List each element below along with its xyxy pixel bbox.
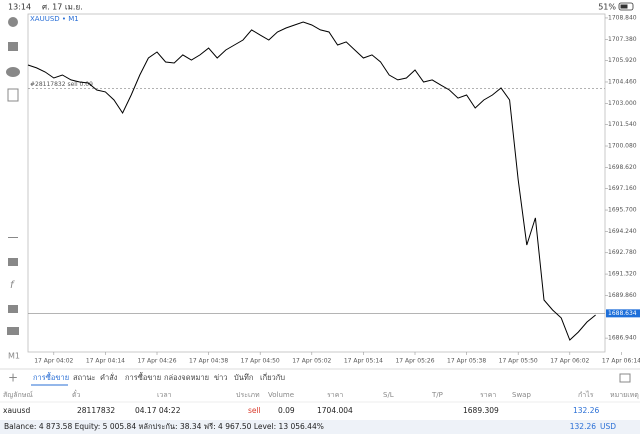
cell: 1704.004 [317, 406, 353, 415]
tool-objects[interactable] [8, 305, 18, 313]
status-date: ศ. 17 เม.ย. [42, 3, 83, 12]
left-toolbar: f M1 [6, 17, 20, 361]
column-header: ประเภท [236, 391, 260, 399]
tool-timeframe[interactable]: M1 [8, 352, 20, 361]
tool-chat[interactable] [6, 67, 20, 77]
y-tick-label: 1694.240 [608, 228, 637, 235]
cell: 0.09 [278, 406, 295, 415]
total-profit: 132.26 [570, 422, 596, 431]
tab[interactable]: บันทึก [234, 373, 253, 382]
footer-bg [0, 420, 640, 434]
chart-frame [27, 13, 606, 353]
price-box [606, 309, 640, 318]
y-tick-label: 1701.540 [608, 121, 637, 128]
cell: 1689.309 [463, 406, 499, 415]
column-header: Swap [512, 391, 531, 399]
x-tick-label: 17 Apr 04:38 [189, 358, 228, 365]
column-header: สัญลักษณ์ [3, 391, 33, 399]
chart-title: XAUUSD • M1 [30, 15, 79, 23]
x-tick-label: 17 Apr 06:02 [550, 358, 589, 365]
y-tick-label: 1695.700 [608, 207, 637, 214]
tab[interactable]: การซื้อขาย [33, 372, 69, 382]
y-tick-label: 1692.780 [608, 249, 637, 256]
tool-indicators[interactable]: f [10, 280, 15, 291]
y-tick-label: 1698.620 [608, 164, 637, 171]
order-label: #28117832 sell 0.09 [30, 81, 93, 88]
column-header: Volume [268, 391, 294, 399]
battery-icon [618, 2, 634, 11]
column-header: ราคา [327, 391, 343, 399]
price-label: 1688.634 [608, 310, 637, 317]
y-tick-label: 1697.160 [608, 185, 637, 192]
x-tick-label: 17 Apr 05:38 [447, 358, 486, 365]
y-tick-label: 1707.380 [608, 36, 637, 43]
column-header: ตั๋ว [72, 390, 81, 399]
y-tick-label: 1708.840 [608, 14, 637, 21]
column-header: ราคา [480, 391, 496, 399]
y-tick-label: 1704.460 [608, 78, 637, 85]
x-tick-label: 17 Apr 05:14 [344, 358, 383, 365]
chart: 1708.840 1707.380 1705.920 1704.460 1703.000… [27, 14, 640, 365]
x-tick-label: 17 Apr 04:26 [137, 358, 176, 365]
y-tick-label: 1686.940 [608, 335, 637, 342]
tab[interactable]: สถานะ [73, 373, 96, 382]
price-line-series [27, 21, 596, 341]
cell: sell [248, 406, 261, 415]
column-header: เวลา [157, 391, 172, 399]
currency: USD [600, 422, 616, 431]
cell: 132.26 [573, 406, 599, 415]
column-header: T/P [431, 391, 443, 399]
tab[interactable]: กล่องจดหมาย [164, 373, 209, 382]
column-header: S/L [383, 391, 394, 399]
y-tick-label: 1689.860 [608, 292, 637, 299]
cell: xauusd [3, 406, 30, 415]
cell: 28117832 [77, 406, 115, 415]
x-tick-label: 17 Apr 04:50 [241, 358, 280, 365]
tab[interactable]: ข่าว [214, 373, 228, 382]
y-tick-label: 1703.000 [608, 100, 637, 107]
y-tick-label: 1691.320 [608, 271, 637, 278]
tab[interactable]: คำสั่ง [100, 372, 118, 382]
tool-add[interactable] [7, 88, 19, 102]
x-tick-label: 17 Apr 06:14 [602, 358, 640, 365]
tool-crosshair[interactable] [8, 237, 18, 238]
cell: 04.17 04:22 [135, 406, 181, 415]
y-tick-label: 1705.920 [608, 57, 637, 64]
x-tick-label: 17 Apr 04:02 [34, 358, 73, 365]
x-tick-label: 17 Apr 05:02 [292, 358, 331, 365]
account-summary: Balance: 4 873.58 Equity: 5 005.84 หลักป… [4, 422, 324, 431]
column-header: กำไร [578, 390, 594, 399]
expand-button[interactable] [619, 373, 631, 383]
tool-templates[interactable] [7, 327, 19, 335]
tool-chart-type[interactable] [8, 258, 18, 266]
tab[interactable]: การซื้อขาย [125, 372, 161, 382]
tool-trade[interactable] [8, 42, 18, 51]
tab-bar: การซื้อขาย สถานะ คำสั่ง การซื้อขาย กล่องจดหม… [31, 372, 285, 386]
tool-account[interactable] [8, 17, 18, 27]
x-tick-label: 17 Apr 05:50 [499, 358, 538, 365]
add-button[interactable]: + [8, 371, 18, 385]
battery-level [620, 4, 628, 9]
column-header: หมายเหตุ [610, 391, 639, 399]
status-time: 13:14 [8, 3, 31, 12]
tab[interactable]: เกี่ยวกับ [260, 372, 285, 382]
trade-table: สัญลักษณ์ ตั๋ว เวลา ประเภท Volume ราคา S/L T/P ร… [0, 390, 640, 415]
y-tick-label: 1700.080 [608, 143, 637, 150]
x-tick-label: 17 Apr 04:14 [86, 358, 125, 365]
x-tick-label: 17 Apr 05:26 [395, 358, 434, 365]
status-battery: 51% [598, 3, 616, 12]
